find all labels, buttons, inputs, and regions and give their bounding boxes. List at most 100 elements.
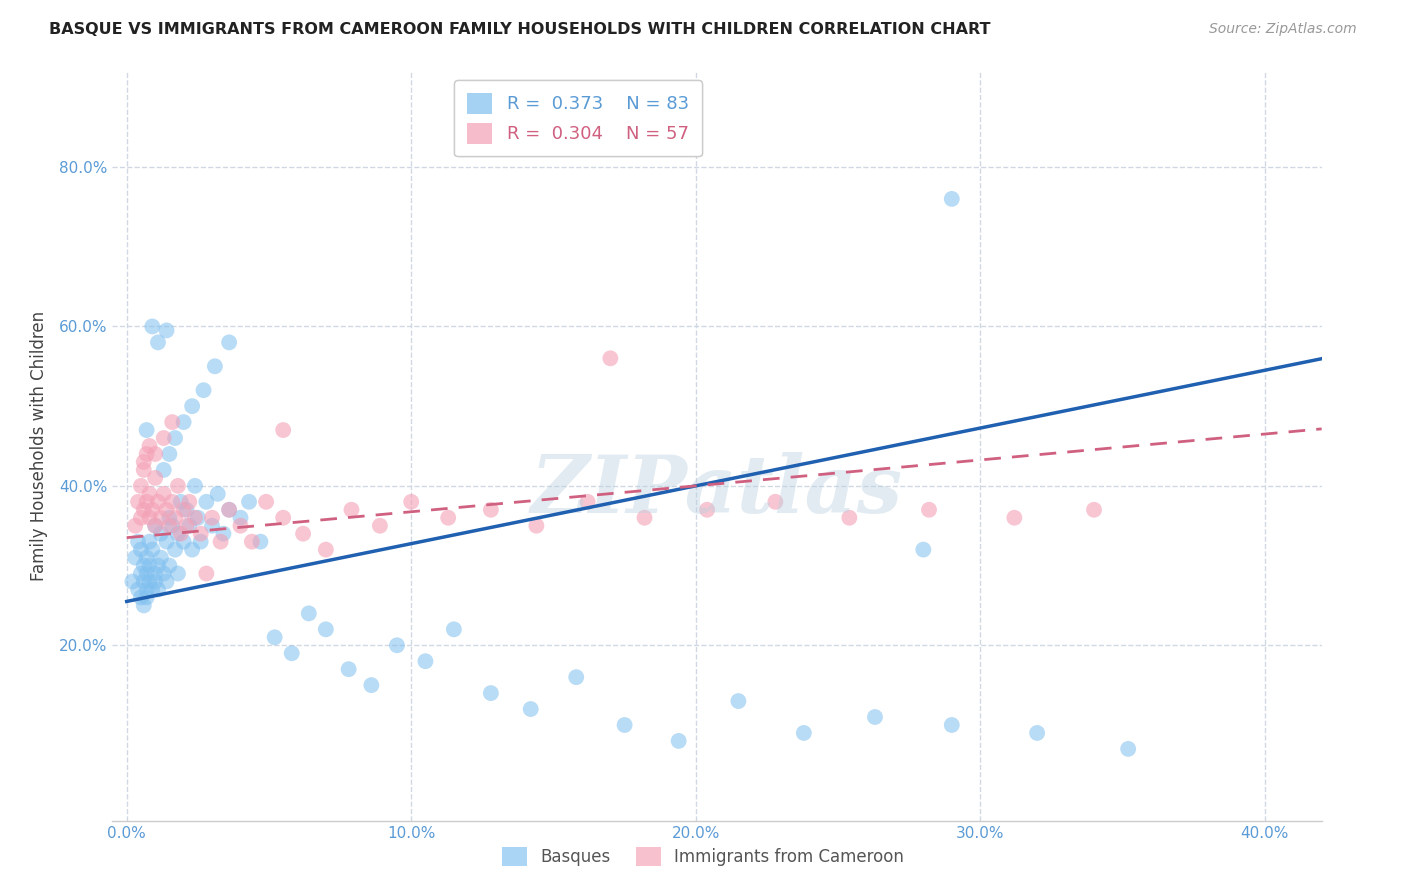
Point	[315, 542, 337, 557]
Point	[204, 359, 226, 374]
Point	[1083, 502, 1105, 516]
Point	[526, 518, 548, 533]
Point	[143, 566, 166, 581]
Point	[149, 550, 172, 565]
Point	[167, 526, 190, 541]
Point	[218, 335, 240, 350]
Point	[143, 518, 166, 533]
Point	[135, 566, 157, 581]
Point	[152, 566, 174, 581]
Point	[218, 502, 240, 516]
Point	[263, 630, 285, 644]
Point	[146, 582, 169, 597]
Point	[249, 534, 271, 549]
Point	[138, 487, 160, 501]
Point	[143, 574, 166, 589]
Point	[298, 607, 321, 621]
Point	[195, 566, 218, 581]
Point	[173, 502, 195, 516]
Point	[193, 383, 215, 397]
Point	[576, 495, 599, 509]
Point	[152, 431, 174, 445]
Point	[132, 502, 155, 516]
Point	[443, 623, 465, 637]
Point	[127, 582, 149, 597]
Point	[170, 526, 193, 541]
Point	[176, 502, 198, 516]
Point	[141, 542, 163, 557]
Point	[599, 351, 621, 366]
Point	[179, 518, 201, 533]
Point	[132, 463, 155, 477]
Point	[135, 550, 157, 565]
Point	[157, 510, 180, 524]
Point	[146, 335, 169, 350]
Point	[292, 526, 315, 541]
Point	[271, 510, 294, 524]
Point	[633, 510, 655, 524]
Point	[138, 439, 160, 453]
Point	[565, 670, 588, 684]
Point	[165, 431, 187, 445]
Point	[668, 734, 690, 748]
Point	[149, 526, 172, 541]
Point	[280, 646, 302, 660]
Point	[155, 502, 177, 516]
Point	[160, 518, 183, 533]
Point	[157, 558, 180, 573]
Point	[121, 574, 143, 589]
Y-axis label: Family Households with Children: Family Households with Children	[30, 311, 48, 581]
Point	[143, 518, 166, 533]
Point	[437, 510, 460, 524]
Point	[179, 495, 201, 509]
Point	[399, 495, 422, 509]
Point	[763, 495, 786, 509]
Point	[415, 654, 437, 668]
Point	[209, 534, 232, 549]
Point	[918, 502, 941, 516]
Point	[793, 726, 815, 740]
Point	[385, 638, 408, 652]
Point	[167, 566, 190, 581]
Point	[181, 399, 204, 413]
Point	[129, 542, 152, 557]
Point	[229, 510, 252, 524]
Point	[315, 623, 337, 637]
Point	[132, 599, 155, 613]
Point	[912, 542, 935, 557]
Point	[340, 502, 363, 516]
Point	[238, 495, 260, 509]
Point	[941, 192, 963, 206]
Point	[207, 487, 229, 501]
Point	[187, 510, 209, 524]
Point	[138, 510, 160, 524]
Point	[190, 526, 212, 541]
Point	[143, 447, 166, 461]
Point	[141, 502, 163, 516]
Point	[132, 455, 155, 469]
Point	[184, 510, 207, 524]
Point	[141, 319, 163, 334]
Point	[240, 534, 263, 549]
Point	[135, 495, 157, 509]
Point	[181, 542, 204, 557]
Point	[149, 510, 172, 524]
Point	[360, 678, 382, 692]
Point	[138, 558, 160, 573]
Point	[863, 710, 886, 724]
Point	[129, 566, 152, 581]
Point	[157, 518, 180, 533]
Point	[160, 415, 183, 429]
Point	[519, 702, 541, 716]
Point	[1002, 510, 1025, 524]
Point	[1116, 742, 1139, 756]
Point	[167, 479, 190, 493]
Text: BASQUE VS IMMIGRANTS FROM CAMEROON FAMILY HOUSEHOLDS WITH CHILDREN CORRELATION C: BASQUE VS IMMIGRANTS FROM CAMEROON FAMIL…	[49, 22, 991, 37]
Point	[479, 686, 502, 700]
Point	[271, 423, 294, 437]
Point	[254, 495, 277, 509]
Point	[173, 534, 195, 549]
Point	[127, 495, 149, 509]
Point	[132, 574, 155, 589]
Legend: R =  0.373    N = 83, R =  0.304    N = 57: R = 0.373 N = 83, R = 0.304 N = 57	[454, 80, 702, 156]
